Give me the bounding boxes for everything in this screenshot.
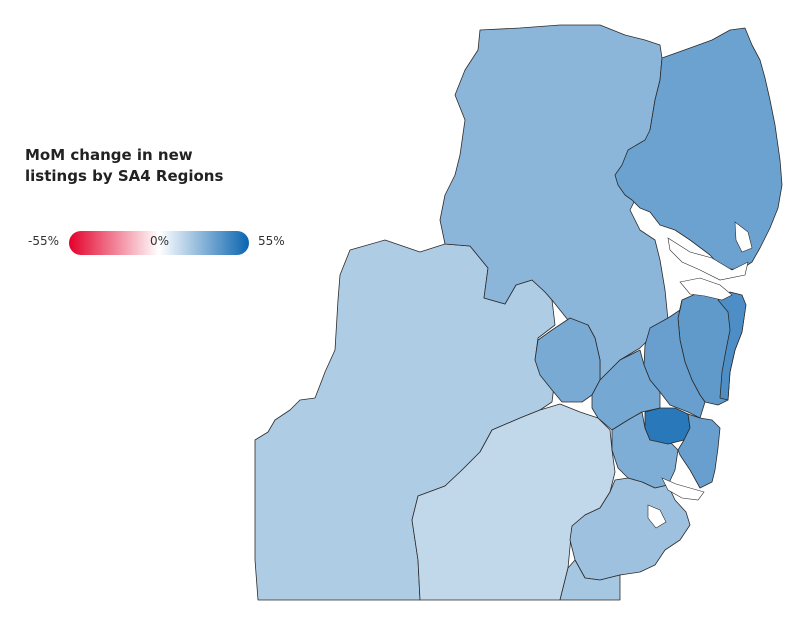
region-pocket	[534, 317, 601, 403]
legend-title-line1: MoM change in new	[25, 146, 193, 164]
water-south-inlet	[647, 504, 667, 529]
legend-title-line2: listings by SA4 Regions	[25, 167, 224, 185]
water-inlet-bay	[734, 221, 753, 253]
water-botany	[661, 477, 705, 501]
region-inner-sydney	[644, 407, 691, 445]
region-south-coast	[569, 477, 691, 581]
water-inlet-north	[667, 237, 749, 281]
region-east	[677, 413, 721, 489]
region-south-inland	[559, 559, 621, 601]
legend-color-bar	[69, 231, 249, 255]
legend-mid-label: 0%	[150, 234, 170, 248]
legend-title: MoM change in new listings by SA4 Region…	[25, 145, 265, 187]
legend-max-label: 55%	[258, 234, 285, 248]
region-northern-beaches	[717, 291, 747, 401]
water-harbour	[679, 277, 733, 301]
legend-min-label: -55%	[28, 234, 60, 248]
region-south-west	[611, 411, 679, 489]
